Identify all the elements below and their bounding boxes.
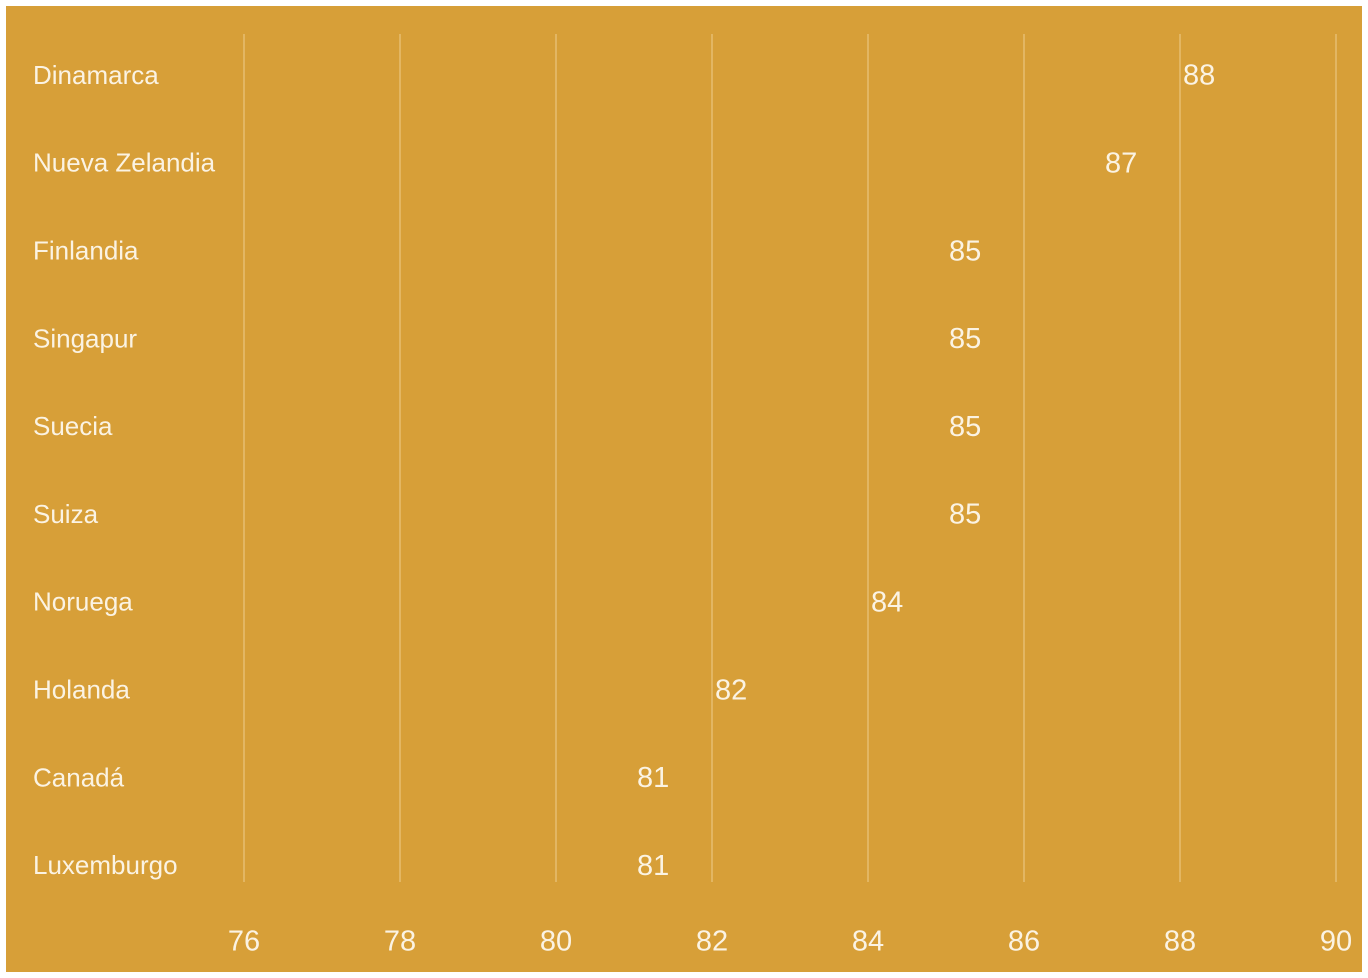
value-label: 85 (949, 411, 981, 443)
gridlines (243, 34, 1337, 882)
value-label: 85 (949, 235, 981, 267)
x-tick-label: 80 (540, 926, 572, 958)
value-label: 81 (637, 762, 669, 794)
x-tick-label: 78 (384, 926, 416, 958)
category-label: Nueva Zelandia (33, 148, 216, 178)
x-tick-label: 88 (1164, 926, 1196, 958)
value-label: 88 (1183, 60, 1215, 92)
value-labels: 88 87 85 85 85 85 84 82 81 81 (637, 60, 1215, 882)
category-label: Dinamarca (33, 60, 159, 90)
x-tick-label: 90 (1320, 926, 1352, 958)
category-label: Canadá (33, 762, 125, 792)
category-label: Singapur (33, 323, 137, 353)
category-label: Holanda (33, 674, 130, 704)
bar-chart: Dinamarca Nueva Zelandia Finlandia Singapur… (33, 34, 1352, 958)
category-label: Suiza (33, 499, 99, 529)
value-label: 87 (1105, 147, 1137, 179)
value-label: 82 (715, 674, 747, 706)
value-label: 81 (637, 850, 669, 882)
x-tick-label: 84 (852, 926, 884, 958)
category-label: Suecia (33, 411, 113, 441)
category-label: Noruega (33, 587, 133, 617)
value-label: 84 (871, 586, 903, 618)
chart-panel: Dinamarca Nueva Zelandia Finlandia Singapur… (6, 6, 1362, 972)
x-tick-label: 82 (696, 926, 728, 958)
value-label: 85 (949, 323, 981, 355)
x-tick-label: 76 (228, 926, 260, 958)
category-labels: Dinamarca Nueva Zelandia Finlandia Singapur… (33, 60, 216, 880)
x-tick-label: 86 (1008, 926, 1040, 958)
category-label: Luxemburgo (33, 850, 178, 880)
x-axis-ticks: 76 78 80 82 84 86 88 90 (228, 926, 1352, 958)
category-label: Finlandia (33, 235, 139, 265)
value-label: 85 (949, 499, 981, 531)
